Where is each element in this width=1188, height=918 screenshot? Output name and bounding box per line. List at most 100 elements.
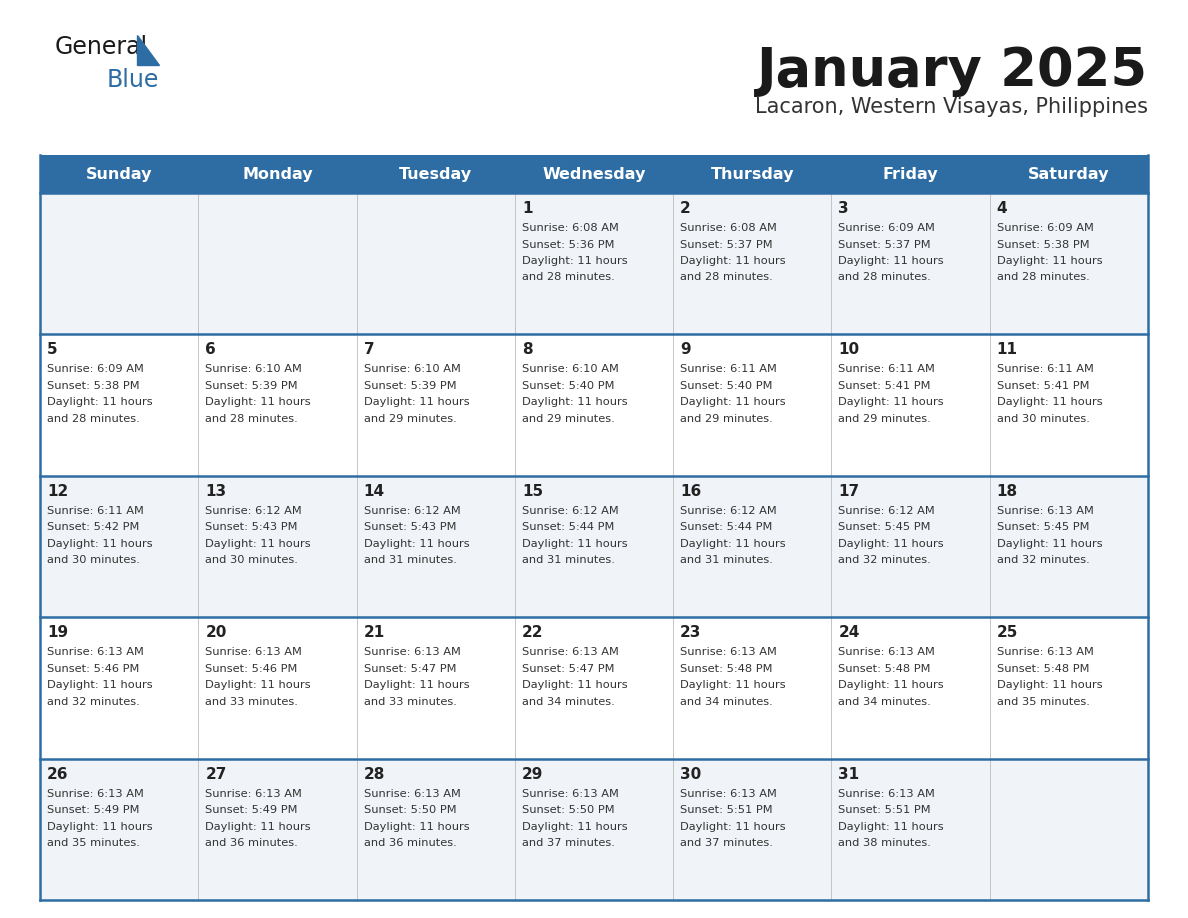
Text: 19: 19: [48, 625, 68, 640]
Text: Sunset: 5:48 PM: Sunset: 5:48 PM: [839, 664, 931, 674]
Text: Sunset: 5:50 PM: Sunset: 5:50 PM: [522, 805, 614, 815]
Text: Sunset: 5:50 PM: Sunset: 5:50 PM: [364, 805, 456, 815]
Text: Sunset: 5:46 PM: Sunset: 5:46 PM: [48, 664, 139, 674]
Text: Sunrise: 6:12 AM: Sunrise: 6:12 AM: [522, 506, 619, 516]
Text: and 35 minutes.: and 35 minutes.: [48, 838, 140, 848]
Text: Daylight: 11 hours: Daylight: 11 hours: [364, 822, 469, 832]
Text: Saturday: Saturday: [1028, 166, 1110, 182]
Text: Sunrise: 6:11 AM: Sunrise: 6:11 AM: [48, 506, 144, 516]
Text: and 30 minutes.: and 30 minutes.: [206, 555, 298, 565]
Text: Daylight: 11 hours: Daylight: 11 hours: [681, 539, 785, 549]
Text: Sunset: 5:43 PM: Sunset: 5:43 PM: [206, 522, 298, 532]
Text: Daylight: 11 hours: Daylight: 11 hours: [839, 822, 944, 832]
Text: Daylight: 11 hours: Daylight: 11 hours: [839, 256, 944, 266]
Text: Daylight: 11 hours: Daylight: 11 hours: [997, 680, 1102, 690]
Text: Sunrise: 6:13 AM: Sunrise: 6:13 AM: [364, 789, 461, 799]
Text: Sunrise: 6:13 AM: Sunrise: 6:13 AM: [997, 506, 1094, 516]
Text: Daylight: 11 hours: Daylight: 11 hours: [364, 397, 469, 408]
Text: Sunrise: 6:09 AM: Sunrise: 6:09 AM: [997, 223, 1094, 233]
Text: and 36 minutes.: and 36 minutes.: [206, 838, 298, 848]
Text: and 37 minutes.: and 37 minutes.: [522, 838, 614, 848]
Text: 11: 11: [997, 342, 1018, 357]
Text: Daylight: 11 hours: Daylight: 11 hours: [48, 822, 152, 832]
Text: Blue: Blue: [107, 68, 159, 92]
Text: Sunrise: 6:12 AM: Sunrise: 6:12 AM: [206, 506, 302, 516]
Text: Wednesday: Wednesday: [542, 166, 646, 182]
Text: and 28 minutes.: and 28 minutes.: [997, 273, 1089, 283]
Text: and 28 minutes.: and 28 minutes.: [522, 273, 614, 283]
Text: Sunset: 5:40 PM: Sunset: 5:40 PM: [522, 381, 614, 391]
Text: Daylight: 11 hours: Daylight: 11 hours: [522, 822, 627, 832]
Text: Daylight: 11 hours: Daylight: 11 hours: [839, 397, 944, 408]
Text: 20: 20: [206, 625, 227, 640]
Text: Sunrise: 6:12 AM: Sunrise: 6:12 AM: [839, 506, 935, 516]
Text: Daylight: 11 hours: Daylight: 11 hours: [997, 539, 1102, 549]
Text: Sunrise: 6:09 AM: Sunrise: 6:09 AM: [48, 364, 144, 375]
Text: Sunset: 5:49 PM: Sunset: 5:49 PM: [206, 805, 298, 815]
Text: Sunrise: 6:10 AM: Sunrise: 6:10 AM: [364, 364, 461, 375]
Text: 27: 27: [206, 767, 227, 781]
Text: 9: 9: [681, 342, 690, 357]
Text: 1: 1: [522, 201, 532, 216]
Text: Sunset: 5:39 PM: Sunset: 5:39 PM: [364, 381, 456, 391]
Text: Sunset: 5:51 PM: Sunset: 5:51 PM: [839, 805, 931, 815]
Bar: [40, 617, 1148, 758]
Bar: [40, 155, 1148, 193]
Text: Sunset: 5:38 PM: Sunset: 5:38 PM: [48, 381, 140, 391]
Text: Sunset: 5:43 PM: Sunset: 5:43 PM: [364, 522, 456, 532]
Text: and 29 minutes.: and 29 minutes.: [364, 414, 456, 424]
Text: Sunset: 5:37 PM: Sunset: 5:37 PM: [681, 240, 772, 250]
Text: Daylight: 11 hours: Daylight: 11 hours: [681, 680, 785, 690]
Text: 8: 8: [522, 342, 532, 357]
Text: Daylight: 11 hours: Daylight: 11 hours: [522, 397, 627, 408]
Text: 31: 31: [839, 767, 860, 781]
Text: Daylight: 11 hours: Daylight: 11 hours: [681, 256, 785, 266]
Text: Daylight: 11 hours: Daylight: 11 hours: [48, 397, 152, 408]
Text: Daylight: 11 hours: Daylight: 11 hours: [522, 256, 627, 266]
Text: Daylight: 11 hours: Daylight: 11 hours: [839, 539, 944, 549]
Text: 14: 14: [364, 484, 385, 498]
Bar: [40, 193, 1148, 334]
Text: Daylight: 11 hours: Daylight: 11 hours: [364, 539, 469, 549]
Text: Daylight: 11 hours: Daylight: 11 hours: [206, 822, 311, 832]
Text: and 36 minutes.: and 36 minutes.: [364, 838, 456, 848]
Text: 4: 4: [997, 201, 1007, 216]
Text: and 31 minutes.: and 31 minutes.: [522, 555, 614, 565]
Text: Daylight: 11 hours: Daylight: 11 hours: [206, 680, 311, 690]
Text: 16: 16: [681, 484, 701, 498]
Text: and 28 minutes.: and 28 minutes.: [681, 273, 773, 283]
Text: Thursday: Thursday: [710, 166, 794, 182]
Text: 26: 26: [48, 767, 69, 781]
Text: 2: 2: [681, 201, 691, 216]
Text: Daylight: 11 hours: Daylight: 11 hours: [206, 539, 311, 549]
Text: Daylight: 11 hours: Daylight: 11 hours: [681, 397, 785, 408]
Text: Sunrise: 6:13 AM: Sunrise: 6:13 AM: [48, 647, 144, 657]
Text: and 28 minutes.: and 28 minutes.: [206, 414, 298, 424]
Text: and 28 minutes.: and 28 minutes.: [48, 414, 140, 424]
Text: 7: 7: [364, 342, 374, 357]
Text: Sunrise: 6:13 AM: Sunrise: 6:13 AM: [681, 789, 777, 799]
Text: Sunset: 5:49 PM: Sunset: 5:49 PM: [48, 805, 139, 815]
Text: and 38 minutes.: and 38 minutes.: [839, 838, 931, 848]
Text: and 29 minutes.: and 29 minutes.: [522, 414, 614, 424]
Text: Daylight: 11 hours: Daylight: 11 hours: [48, 539, 152, 549]
Text: Sunrise: 6:13 AM: Sunrise: 6:13 AM: [364, 647, 461, 657]
Text: Sunset: 5:41 PM: Sunset: 5:41 PM: [839, 381, 931, 391]
Text: Sunset: 5:48 PM: Sunset: 5:48 PM: [997, 664, 1089, 674]
Text: Daylight: 11 hours: Daylight: 11 hours: [48, 680, 152, 690]
Text: Daylight: 11 hours: Daylight: 11 hours: [839, 680, 944, 690]
Text: Sunrise: 6:13 AM: Sunrise: 6:13 AM: [48, 789, 144, 799]
Text: 10: 10: [839, 342, 860, 357]
Text: and 35 minutes.: and 35 minutes.: [997, 697, 1089, 707]
Text: Daylight: 11 hours: Daylight: 11 hours: [997, 397, 1102, 408]
Text: Daylight: 11 hours: Daylight: 11 hours: [997, 256, 1102, 266]
Text: Sunrise: 6:13 AM: Sunrise: 6:13 AM: [681, 647, 777, 657]
Bar: [40, 758, 1148, 900]
Text: Sunset: 5:44 PM: Sunset: 5:44 PM: [522, 522, 614, 532]
Text: Sunset: 5:47 PM: Sunset: 5:47 PM: [364, 664, 456, 674]
Text: Sunset: 5:40 PM: Sunset: 5:40 PM: [681, 381, 772, 391]
Text: Sunrise: 6:08 AM: Sunrise: 6:08 AM: [522, 223, 619, 233]
Text: and 32 minutes.: and 32 minutes.: [839, 555, 931, 565]
Text: 3: 3: [839, 201, 849, 216]
Text: Sunrise: 6:13 AM: Sunrise: 6:13 AM: [206, 647, 302, 657]
